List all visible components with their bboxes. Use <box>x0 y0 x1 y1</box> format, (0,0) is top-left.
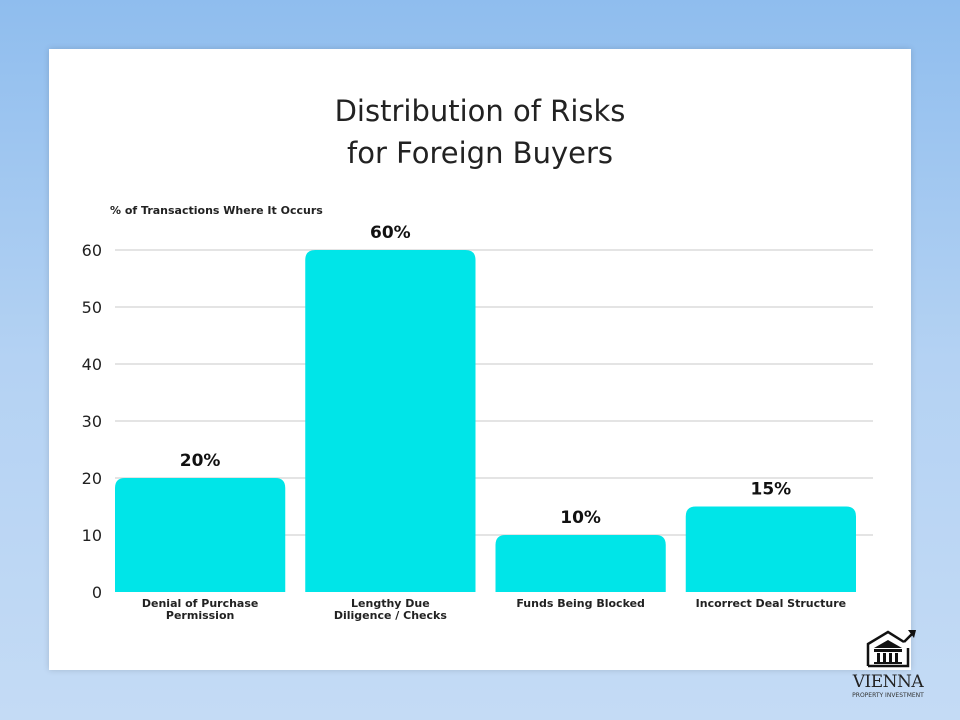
data-label: 15% <box>751 480 792 500</box>
x-tick-label: Funds Being Blocked <box>491 598 671 610</box>
y-tick-label: 60 <box>82 241 102 260</box>
data-label: 20% <box>180 451 221 471</box>
y-tick-label: 40 <box>82 355 102 374</box>
y-tick-label: 10 <box>82 526 102 545</box>
x-tick-label-line: Incorrect Deal Structure <box>695 597 847 610</box>
y-tick-label: 30 <box>82 412 102 431</box>
x-tick-label: Denial of Purchase Permission <box>110 598 290 622</box>
chart-title-line: for Foreign Buyers <box>347 136 613 170</box>
building-chart-icon <box>866 630 916 668</box>
x-tick-label-line: Permission <box>165 609 235 622</box>
data-label: 60% <box>370 223 411 243</box>
x-tick-label-line: Denial of Purchase <box>141 597 259 610</box>
bar <box>305 250 476 592</box>
chart-title: Distribution of Risks for Foreign Buyers <box>0 90 960 174</box>
logo-subtitle: PROPERTY INVESTMENT <box>852 692 924 699</box>
chart-title-line: Distribution of Risks <box>334 94 626 128</box>
x-tick-label-line: Lengthy Due <box>351 597 430 610</box>
x-tick-label-line: Diligence / Checks <box>333 609 447 622</box>
bar <box>115 478 286 592</box>
logo-name: VIENNA <box>852 672 924 692</box>
x-tick-label-line: Funds Being Blocked <box>516 597 645 610</box>
y-axis-label: % of Transactions Where It Occurs <box>110 204 323 217</box>
x-tick-label: Incorrect Deal Structure <box>681 598 861 610</box>
y-tick-label: 50 <box>82 298 102 317</box>
bar <box>495 535 666 592</box>
data-label: 10% <box>560 508 601 528</box>
bar <box>685 506 856 592</box>
x-tick-label: Lengthy Due Diligence / Checks <box>300 598 480 622</box>
y-tick-label: 0 <box>92 583 102 602</box>
y-tick-label: 20 <box>82 469 102 488</box>
